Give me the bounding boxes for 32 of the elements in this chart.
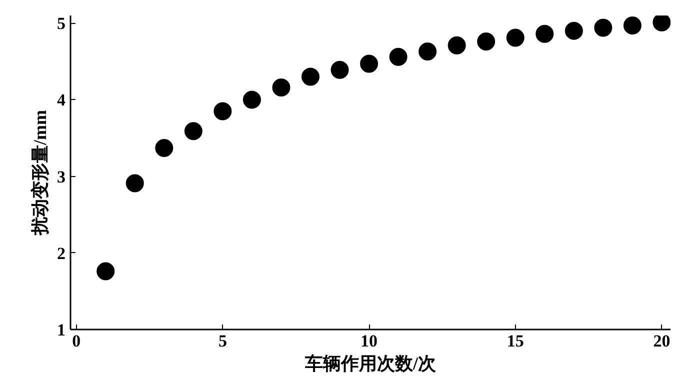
point bbox=[272, 78, 290, 96]
y-tick-label: 2 bbox=[57, 244, 66, 263]
y-axis-title: 扰动变形量/mm bbox=[30, 110, 50, 236]
x-tick-label: 5 bbox=[218, 332, 227, 350]
y-tick-label: 3 bbox=[57, 167, 66, 186]
point bbox=[96, 262, 115, 280]
point bbox=[564, 22, 583, 40]
point bbox=[330, 60, 349, 79]
y-tick-label: 4 bbox=[57, 90, 66, 110]
point bbox=[242, 90, 261, 109]
point bbox=[389, 48, 408, 66]
point bbox=[184, 122, 202, 140]
point bbox=[302, 68, 320, 86]
point bbox=[536, 24, 554, 43]
point bbox=[126, 174, 144, 192]
point bbox=[477, 32, 496, 51]
point bbox=[214, 102, 232, 120]
x-tick-label: 20 bbox=[653, 332, 670, 350]
point bbox=[360, 54, 378, 73]
point bbox=[623, 16, 642, 34]
x-axis-title: 车辆作用次数/次 bbox=[304, 354, 437, 374]
y-tick-label: 5 bbox=[57, 14, 66, 34]
point bbox=[506, 28, 524, 47]
point bbox=[594, 18, 612, 37]
x-tick-label: 0 bbox=[72, 332, 81, 350]
y-tick-label: 1 bbox=[57, 320, 66, 340]
point bbox=[652, 16, 670, 32]
x-tick-label: 10 bbox=[360, 332, 378, 350]
point bbox=[448, 36, 466, 54]
point bbox=[155, 139, 174, 157]
x-tick-label: 15 bbox=[506, 332, 524, 350]
point bbox=[418, 42, 437, 60]
